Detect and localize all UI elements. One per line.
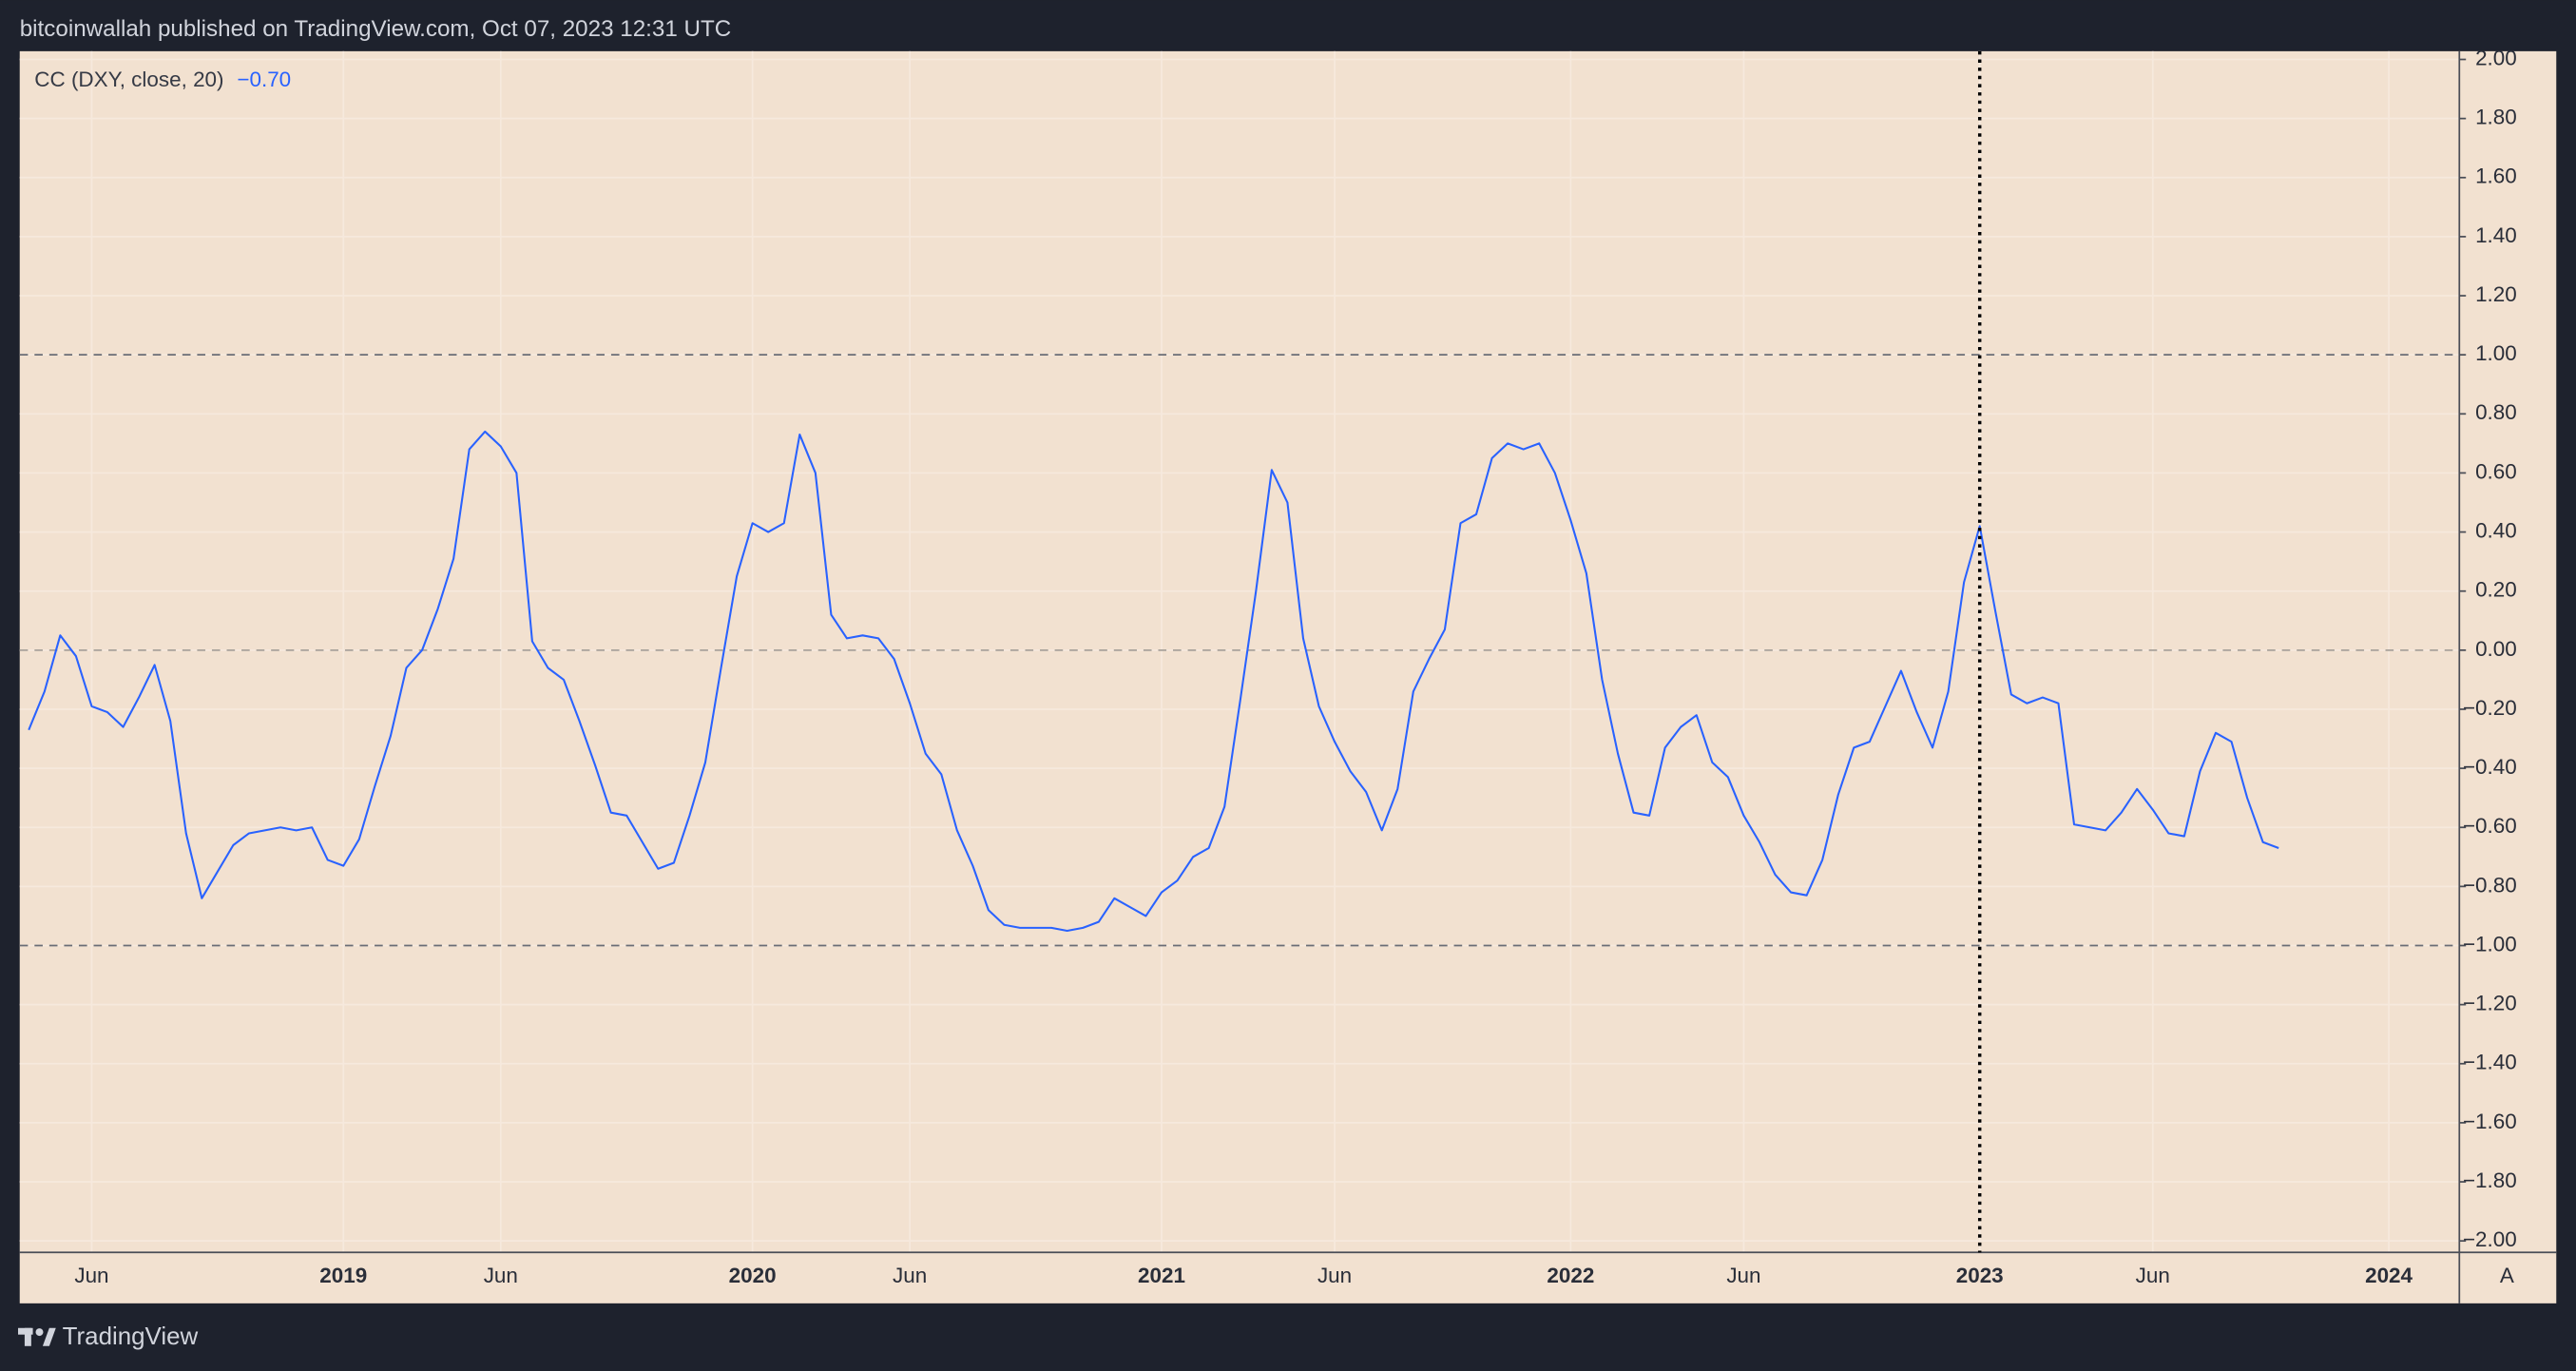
- x-tick-label: Jun: [2136, 1264, 2170, 1287]
- y-tick-label: 0.40: [2475, 519, 2517, 543]
- x-tick-label: Jun: [1317, 1264, 1352, 1287]
- x-tick-label: 2022: [1547, 1264, 1594, 1287]
- series-line: [28, 430, 2279, 933]
- axis-button[interactable]: A: [2500, 1264, 2514, 1287]
- plot-background: [19, 50, 2557, 1303]
- levels: [19, 354, 2460, 947]
- x-tick-label: 2020: [729, 1264, 777, 1287]
- x-tick-label: Jun: [1726, 1264, 1760, 1287]
- y-tick-label: 1.60: [2475, 164, 2517, 188]
- y-tick-label: −1.00: [2463, 932, 2517, 956]
- y-tick-label: −1.80: [2463, 1168, 2517, 1192]
- logo: [18, 1327, 56, 1346]
- y-tick-label: 1.80: [2475, 106, 2517, 129]
- y-tick-label: 0.20: [2475, 578, 2517, 602]
- x-tick-label: 2024: [2365, 1264, 2413, 1287]
- labels: 2.00 1.80 1.60 1.40 1.20 1.00 0.80 0.60 0.40 0.20…: [74, 46, 2516, 1287]
- x-tick-label: 2021: [1138, 1264, 1185, 1287]
- legend-value: −0.70: [237, 68, 291, 91]
- y-tick-label: −1.60: [2463, 1110, 2517, 1133]
- header: bitcoinwallah published on TradingView.c…: [20, 16, 731, 42]
- y-tick-label: 0.80: [2475, 400, 2517, 424]
- series: [28, 50, 2279, 1253]
- y-tick-label: 1.20: [2475, 282, 2517, 306]
- x-tick-label: Jun: [893, 1264, 927, 1287]
- y-tick-label: −0.60: [2463, 814, 2517, 838]
- y-tick-label: −1.40: [2463, 1051, 2517, 1074]
- y-tick-label: 2.00: [2475, 46, 2517, 69]
- y-tick-label: −1.20: [2463, 992, 2517, 1015]
- y-tick-label: 1.00: [2475, 341, 2517, 365]
- x-tick-label: 2019: [319, 1264, 367, 1287]
- footer-brand: TradingView: [63, 1323, 199, 1350]
- y-tick-label: −0.20: [2463, 696, 2517, 720]
- legend-name: CC (DXY, close, 20): [34, 68, 223, 91]
- x-tick-label: 2023: [1956, 1264, 2004, 1287]
- x-tick-label: Jun: [484, 1264, 518, 1287]
- y-tick-label: −0.40: [2463, 755, 2517, 779]
- y-tick-label: −2.00: [2463, 1227, 2517, 1251]
- y-tick-label: −0.80: [2463, 873, 2517, 897]
- y-tick-label: 0.60: [2475, 459, 2517, 483]
- y-tick-label: 0.00: [2475, 637, 2517, 661]
- y-tick-label: 1.40: [2475, 223, 2517, 247]
- x-tick-label: Jun: [74, 1264, 108, 1287]
